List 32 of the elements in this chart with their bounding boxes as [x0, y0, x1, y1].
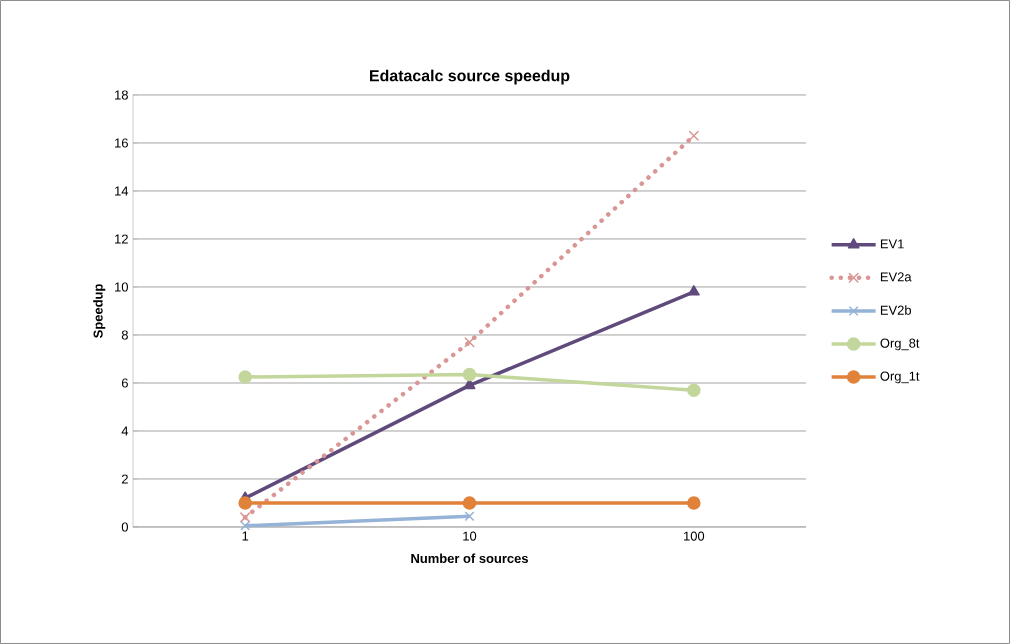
point	[240, 520, 251, 531]
y-tick-label: 10	[115, 282, 128, 292]
point	[687, 383, 701, 397]
legend-label: Org_8t	[880, 338, 920, 351]
x-tick-label: 1	[242, 531, 249, 541]
legend-label: EV2a	[880, 272, 912, 282]
y-tick-label: 14	[115, 186, 129, 196]
point	[464, 511, 475, 522]
y-tick-label: 4	[121, 426, 129, 436]
y-tick-label: 0	[121, 522, 128, 532]
point	[462, 367, 477, 382]
legend-label: Org_1t	[880, 371, 920, 384]
y-tick-label: 8	[121, 330, 128, 340]
chart-title: Edatacalc source speedup	[370, 69, 570, 85]
x-tick-label: 100	[684, 531, 705, 541]
x-tick-label: 10	[463, 531, 477, 541]
point	[464, 337, 475, 348]
point	[462, 496, 477, 510]
y-tick-label: 6	[121, 378, 128, 388]
legend-label: EV1	[880, 239, 904, 249]
y-tick-label: 16	[115, 138, 128, 148]
point	[238, 370, 252, 384]
x-axis-title: Number of sources	[411, 553, 528, 564]
y-tick-label: 2	[121, 474, 128, 484]
legend-label: EV2b	[880, 305, 912, 315]
y-axis-title: Speedup	[93, 284, 106, 338]
point	[688, 130, 699, 141]
point	[238, 496, 252, 510]
y-tick-label: 18	[115, 90, 128, 100]
point	[240, 512, 251, 523]
point	[687, 496, 701, 510]
y-tick-label: 12	[115, 234, 128, 244]
